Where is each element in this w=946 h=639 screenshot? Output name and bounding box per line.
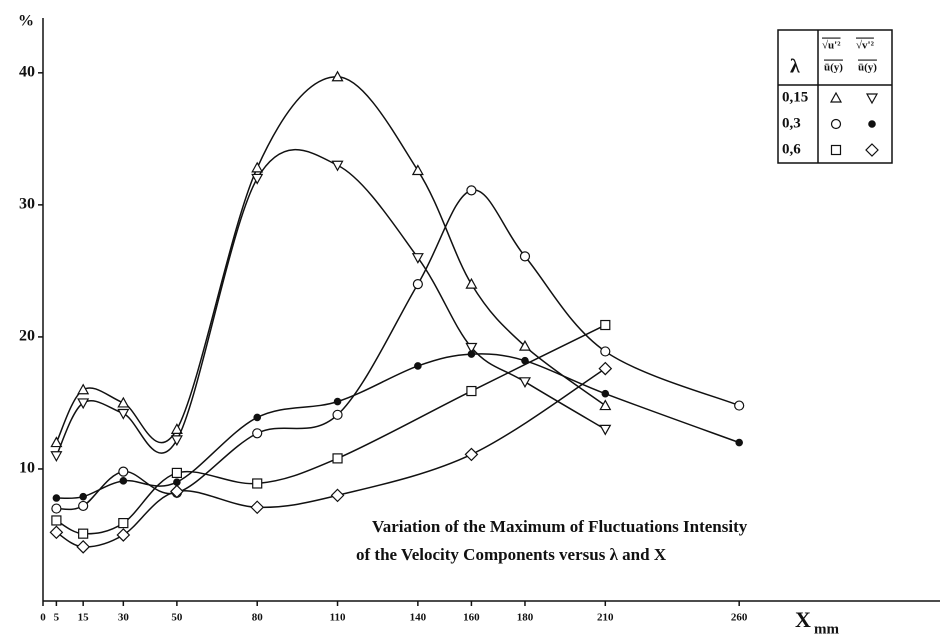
data-point <box>465 277 478 289</box>
x-tick-label: 50 <box>171 612 183 624</box>
legend <box>777 29 893 164</box>
x-tick-label: 180 <box>517 612 534 624</box>
x-tick-label: 5 <box>54 612 60 624</box>
data-point <box>518 339 531 351</box>
data-point <box>119 477 128 485</box>
data-point <box>600 319 611 331</box>
data-point <box>599 399 612 411</box>
legend-box <box>777 29 893 164</box>
data-point <box>412 278 423 290</box>
series-line <box>56 189 740 511</box>
annotation: of the Velocity Components versus λ and … <box>356 545 667 564</box>
legend-marker <box>830 144 842 156</box>
data-point <box>252 478 263 489</box>
data-point <box>78 500 89 512</box>
data-point <box>49 525 64 540</box>
y-tick-label: 10 <box>19 460 35 477</box>
data-point <box>52 494 61 502</box>
x-tick-label: 15 <box>78 612 90 624</box>
data-point <box>170 435 183 447</box>
x-tick-label: 210 <box>597 612 614 624</box>
data-point <box>76 540 91 554</box>
x-tick-label: 80 <box>252 612 264 624</box>
data-point <box>518 377 531 389</box>
annotation: Variation of the Maximum of Fluctuations… <box>372 517 748 536</box>
data-point <box>50 451 63 462</box>
data-point <box>467 350 476 358</box>
data-point <box>118 466 129 477</box>
data-point <box>250 500 265 515</box>
data-point <box>464 447 479 462</box>
data-point <box>330 488 345 503</box>
legend-marker <box>865 93 879 105</box>
data-point <box>77 398 90 410</box>
data-point <box>331 160 344 172</box>
y-axis-label: % <box>18 13 34 30</box>
data-point <box>251 173 264 185</box>
data-point <box>332 409 343 420</box>
data-point <box>466 385 477 397</box>
legend-label: 0,3 <box>782 115 801 131</box>
data-point <box>466 185 477 196</box>
legend-header: √v'² <box>856 40 875 52</box>
x-tick-label: 0 <box>40 612 46 624</box>
legend-marker <box>830 118 842 130</box>
data-point <box>735 438 743 447</box>
data-point <box>173 478 181 486</box>
y-tick-label: 30 <box>19 196 35 213</box>
data-point <box>734 400 745 411</box>
legend-header: ū(y) <box>858 62 877 74</box>
legend-header: √u'² <box>822 40 841 52</box>
legend-marker <box>829 91 843 103</box>
data-point <box>599 424 612 436</box>
y-tick-label: 40 <box>19 63 35 80</box>
data-point <box>118 517 129 529</box>
data-point <box>414 362 422 370</box>
data-point <box>601 389 610 398</box>
x-tick-label: 30 <box>118 612 130 624</box>
series-line <box>55 148 606 457</box>
data-point <box>251 161 264 173</box>
x-axis-label: X <box>795 607 811 632</box>
data-point <box>170 423 183 434</box>
data-point <box>116 528 131 542</box>
series-line <box>56 353 740 500</box>
legend-label: 0,15 <box>782 89 808 105</box>
data-point <box>79 492 87 501</box>
data-point <box>598 361 613 376</box>
data-point <box>332 453 343 464</box>
data-point <box>117 396 130 408</box>
data-point <box>51 515 62 526</box>
data-point <box>252 428 263 439</box>
data-point <box>117 408 130 420</box>
x-tick-label: 140 <box>410 612 427 624</box>
data-point <box>519 251 531 262</box>
data-point <box>170 484 184 499</box>
legend-marker <box>868 120 876 128</box>
legend-marker <box>865 143 879 157</box>
data-point <box>78 528 89 539</box>
series-line <box>56 324 606 535</box>
data-point <box>331 70 344 82</box>
x-tick-label: 260 <box>731 612 748 624</box>
data-point <box>171 467 182 479</box>
legend-label: 0,6 <box>782 141 801 157</box>
x-tick-label: 160 <box>463 612 480 624</box>
data-point <box>333 397 342 406</box>
legend-header: λ <box>790 56 800 78</box>
data-point <box>253 413 262 422</box>
data-point <box>411 253 424 264</box>
data-point <box>51 503 62 514</box>
y-tick-label: 20 <box>19 328 35 345</box>
data-point <box>600 346 611 357</box>
data-point <box>411 164 424 176</box>
data-point <box>465 342 478 354</box>
legend-header: ū(y) <box>824 62 843 74</box>
data-point <box>77 383 90 395</box>
x-tick-label: 110 <box>330 612 346 624</box>
x-axis-label-sub: mm <box>814 621 839 637</box>
data-point <box>50 436 63 448</box>
